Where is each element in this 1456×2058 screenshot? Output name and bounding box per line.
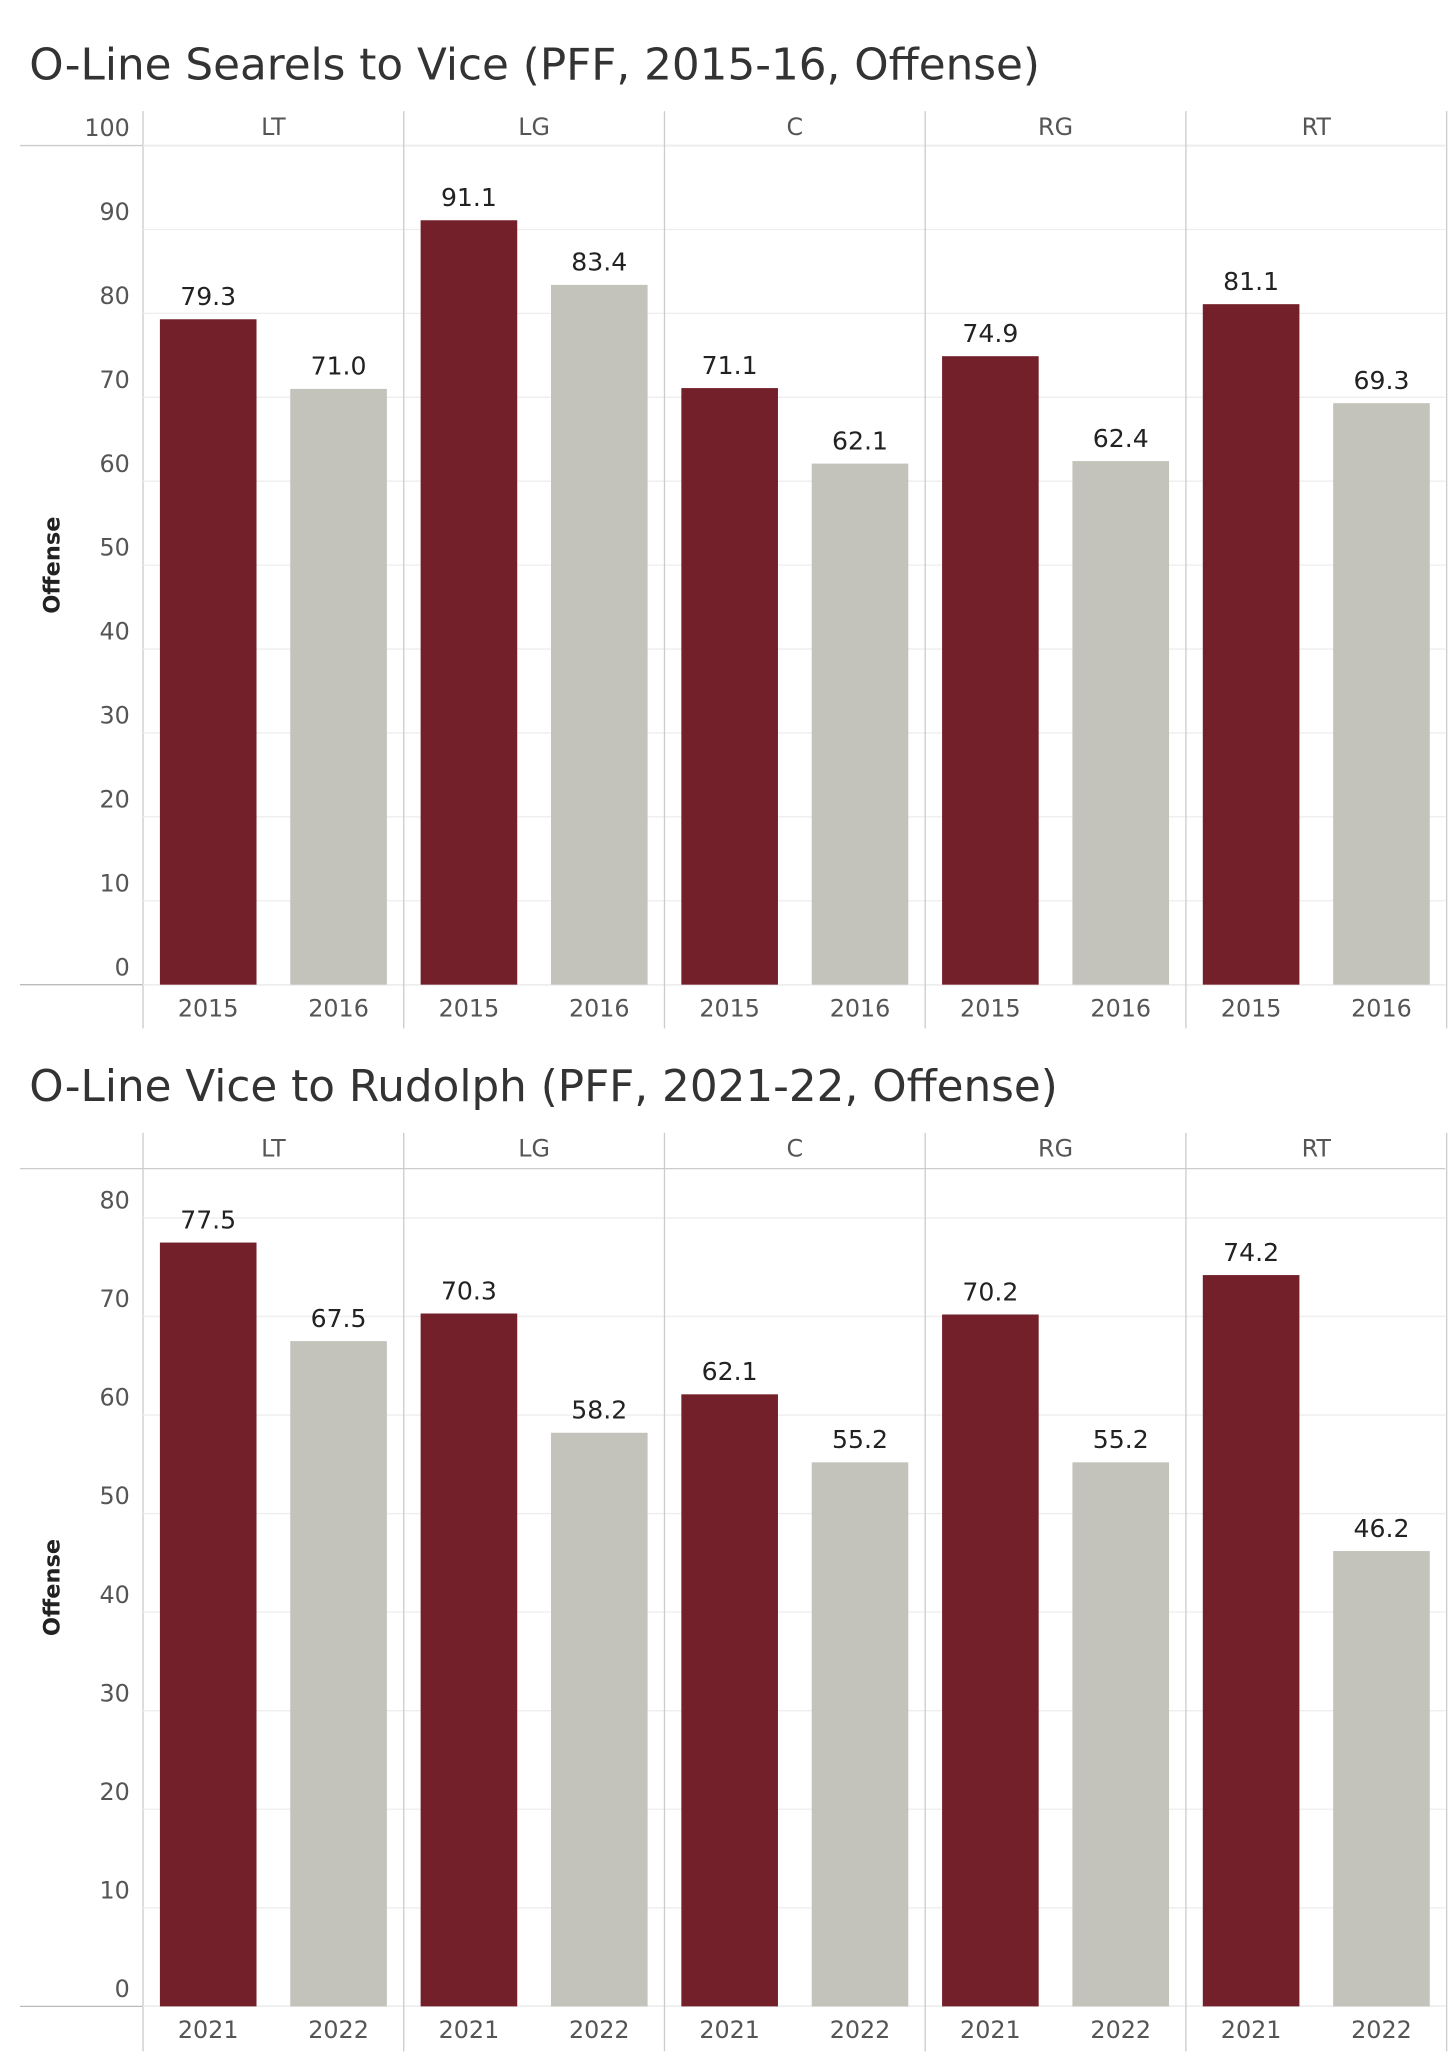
x-tick-label: 2015 [699, 994, 760, 1022]
value-label: 62.4 [1093, 424, 1149, 453]
chart-title: O-Line Searels to Vice (PFF, 2015-16, Of… [29, 39, 1040, 90]
x-tick-label: 2016 [1351, 994, 1412, 1022]
x-tick-label: 2016 [830, 994, 891, 1022]
y-tick-label: 0 [115, 1975, 130, 2003]
value-label: 58.2 [571, 1396, 627, 1425]
x-tick-label: 2015 [439, 994, 500, 1022]
value-label: 46.2 [1353, 1514, 1409, 1543]
value-label: 55.2 [1093, 1425, 1149, 1454]
bar [811, 463, 909, 985]
x-tick-label: 2022 [1351, 2016, 1412, 2044]
value-label: 69.3 [1353, 366, 1409, 395]
x-tick-label: 2015 [960, 994, 1021, 1022]
y-tick-label: 70 [99, 1285, 129, 1313]
y-tick-label: 0 [115, 953, 130, 981]
y-tick-label: 80 [99, 282, 129, 310]
y-tick-label: 10 [99, 869, 129, 897]
bar [681, 1394, 778, 2007]
value-label: 62.1 [832, 426, 888, 455]
x-tick-label: 2016 [308, 994, 369, 1022]
value-label: 70.2 [962, 1277, 1018, 1306]
x-tick-label: 2022 [1090, 2016, 1151, 2044]
x-tick-label: 2015 [1221, 994, 1282, 1022]
bar [290, 1341, 387, 2007]
panel-label: C [787, 113, 804, 141]
y-tick-label: 40 [99, 618, 129, 646]
x-tick-label: 2021 [439, 2016, 500, 2044]
y-tick-label: 30 [99, 1679, 129, 1707]
value-label: 71.0 [311, 352, 367, 381]
value-label: 79.3 [180, 282, 236, 311]
x-tick-label: 2022 [569, 2016, 630, 2044]
bar [550, 284, 648, 985]
x-tick-label: 2022 [830, 2016, 891, 2044]
x-tick-label: 2016 [569, 994, 630, 1022]
bar [159, 319, 257, 985]
value-label: 62.1 [702, 1357, 758, 1386]
x-tick-label: 2022 [308, 2016, 369, 2044]
panel-label: LG [518, 113, 550, 141]
bar [811, 1462, 909, 2007]
panel-label: LT [261, 1135, 286, 1163]
bar [942, 1314, 1039, 2007]
x-tick-label: 2021 [178, 2016, 239, 2044]
value-label: 55.2 [832, 1425, 888, 1454]
bar [1072, 1462, 1170, 2007]
panel-label: RT [1302, 1135, 1332, 1163]
y-tick-label: 60 [99, 1384, 129, 1412]
panel-label: C [787, 1135, 804, 1163]
y-tick-label: 30 [99, 702, 129, 730]
y-axis-label: Offense [40, 517, 66, 614]
y-axis-label: Offense [40, 1539, 66, 1636]
y-tick-label: 10 [99, 1876, 129, 1904]
value-label: 67.5 [311, 1304, 367, 1333]
value-label: 71.1 [702, 351, 758, 380]
bar [681, 388, 778, 985]
bar [159, 1242, 257, 2007]
y-tick-label: 90 [99, 198, 129, 226]
y-tick-label: 50 [99, 534, 129, 562]
y-tick-label: 20 [99, 1778, 129, 1806]
x-tick-label: 2015 [178, 994, 239, 1022]
value-label: 91.1 [441, 183, 497, 212]
value-label: 77.5 [180, 1205, 236, 1234]
x-tick-label: 2021 [699, 2016, 760, 2044]
bar [420, 220, 518, 985]
bar [1072, 461, 1170, 985]
bar [1202, 1275, 1300, 2007]
chart-title: O-Line Vice to Rudolph (PFF, 2021-22, Of… [29, 1061, 1058, 1112]
panel-label: RT [1302, 113, 1332, 141]
value-label: 83.4 [571, 248, 627, 277]
panel-label: RG [1038, 1135, 1073, 1163]
panel-label: LG [518, 1135, 550, 1163]
y-tick-label: 60 [99, 450, 129, 478]
bar [1202, 304, 1300, 985]
y-tick-label: 20 [99, 785, 129, 813]
panel-label: LT [261, 113, 286, 141]
y-tick-label: 70 [99, 366, 129, 394]
value-label: 70.3 [441, 1276, 497, 1305]
value-label: 74.2 [1223, 1238, 1279, 1267]
bar [942, 356, 1039, 985]
value-label: 74.9 [962, 319, 1018, 348]
bar [420, 1313, 518, 2007]
bar [550, 1432, 648, 2007]
x-tick-label: 2021 [1221, 2016, 1282, 2044]
value-label: 81.1 [1223, 267, 1279, 296]
y-tick-label: 100 [84, 114, 129, 142]
x-tick-label: 2021 [960, 2016, 1021, 2044]
bar [1333, 1551, 1430, 2007]
bar [290, 388, 387, 985]
bar [1333, 403, 1430, 985]
x-tick-label: 2016 [1090, 994, 1151, 1022]
panel-label: RG [1038, 113, 1073, 141]
y-tick-label: 40 [99, 1581, 129, 1609]
y-tick-label: 80 [99, 1187, 129, 1215]
y-tick-label: 50 [99, 1482, 129, 1510]
